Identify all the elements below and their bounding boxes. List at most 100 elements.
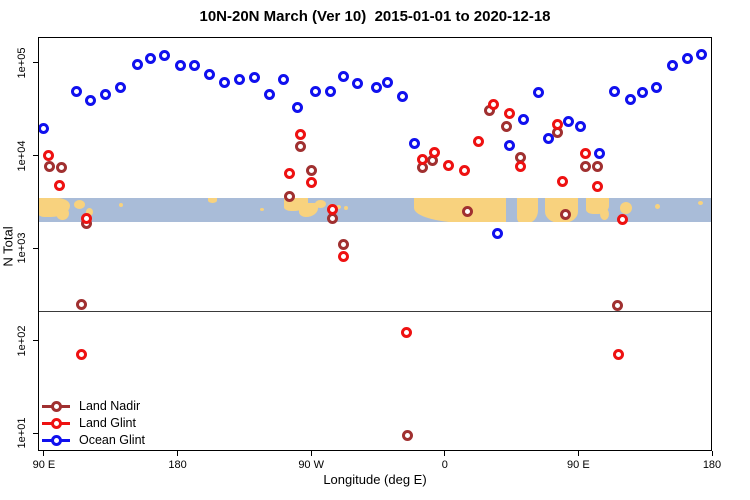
y-tick-mark xyxy=(33,340,38,342)
data-point-ocean-glint xyxy=(324,86,336,98)
data-point-land-glint xyxy=(458,164,470,176)
data-point-ocean-glint xyxy=(100,88,112,100)
map-band-land xyxy=(119,203,123,208)
data-point-ocean-glint xyxy=(115,82,127,94)
data-point-ocean-glint xyxy=(382,77,394,89)
data-point-ocean-glint xyxy=(233,74,245,86)
data-point-ocean-glint xyxy=(218,77,230,89)
data-point-ocean-glint xyxy=(504,140,516,152)
data-point-ocean-glint xyxy=(543,133,555,145)
data-point-ocean-glint xyxy=(338,71,350,83)
data-point-ocean-glint xyxy=(695,48,707,60)
legend-label: Land Glint xyxy=(79,416,136,430)
data-point-land-nadir xyxy=(462,205,474,217)
data-point-land-glint xyxy=(551,118,563,130)
data-point-ocean-glint xyxy=(204,68,216,80)
data-point-ocean-glint xyxy=(667,59,679,71)
data-point-land-nadir xyxy=(306,164,318,176)
data-point-ocean-glint xyxy=(492,228,504,240)
data-point-ocean-glint xyxy=(396,91,408,103)
y-tick-mark xyxy=(33,247,38,249)
data-point-land-glint xyxy=(429,146,441,158)
legend-item-land-nadir: Land Nadir xyxy=(42,398,145,415)
data-point-land-glint xyxy=(295,129,307,141)
x-tick-mark xyxy=(43,451,45,456)
x-axis-title: Longitude (deg E) xyxy=(323,472,427,487)
legend-marker xyxy=(42,418,70,429)
y-tick-label: 1e+02 xyxy=(16,325,28,356)
data-point-ocean-glint xyxy=(608,86,620,98)
data-point-ocean-glint xyxy=(159,49,171,61)
legend-item-land-glint: Land Glint xyxy=(42,415,145,432)
legend: Land Nadir Land Glint Ocean Glint xyxy=(42,398,145,449)
x-tick-mark xyxy=(577,451,579,456)
map-band-land xyxy=(655,204,660,210)
data-point-ocean-glint xyxy=(574,120,586,132)
data-point-ocean-glint xyxy=(175,60,187,72)
data-point-ocean-glint xyxy=(248,72,260,84)
data-point-land-nadir xyxy=(612,299,624,311)
data-point-land-glint xyxy=(557,176,569,188)
x-tick-label: 90 E xyxy=(567,459,590,471)
data-point-land-glint xyxy=(472,136,484,148)
data-point-ocean-glint xyxy=(637,87,649,99)
y-tick-label: 1e+03 xyxy=(16,232,28,264)
map-band-land xyxy=(600,208,609,221)
data-point-land-glint xyxy=(338,251,350,263)
legend-circle-icon xyxy=(51,418,62,429)
data-point-ocean-glint xyxy=(70,86,82,98)
map-band-land xyxy=(517,198,538,223)
data-point-land-nadir xyxy=(44,161,56,173)
data-point-ocean-glint xyxy=(533,87,545,99)
data-point-ocean-glint xyxy=(131,58,143,70)
y-axis-title: N Total xyxy=(0,226,16,267)
map-band-land xyxy=(299,203,318,218)
legend-label: Land Nadir xyxy=(79,399,141,413)
data-point-land-nadir xyxy=(295,141,307,153)
data-point-land-glint xyxy=(617,214,629,226)
data-point-land-nadir xyxy=(559,209,571,221)
x-tick-mark xyxy=(711,451,713,456)
data-point-land-glint xyxy=(613,348,625,360)
x-tick-mark xyxy=(310,451,312,456)
legend-marker xyxy=(42,435,70,446)
x-tick-label: 0 xyxy=(441,459,448,471)
data-point-ocean-glint xyxy=(145,53,157,65)
data-point-land-nadir xyxy=(580,160,592,172)
data-point-land-glint xyxy=(442,159,454,171)
data-point-land-glint xyxy=(592,180,604,192)
data-point-ocean-glint xyxy=(370,82,382,94)
map-band-land xyxy=(86,208,93,217)
data-point-ocean-glint xyxy=(278,73,290,85)
data-point-land-nadir xyxy=(592,161,604,173)
data-point-ocean-glint xyxy=(292,101,304,113)
y-tick-mark xyxy=(33,62,38,64)
legend-item-ocean-glint: Ocean Glint xyxy=(42,432,145,449)
data-point-land-glint xyxy=(76,348,88,360)
map-band-land xyxy=(336,205,341,210)
y-tick-mark xyxy=(33,155,38,156)
data-point-ocean-glint xyxy=(310,86,322,98)
data-point-ocean-glint xyxy=(651,82,663,94)
x-tick-label: 180 xyxy=(168,459,187,471)
map-band-land xyxy=(260,208,264,212)
data-point-land-nadir xyxy=(401,430,413,442)
data-point-land-glint xyxy=(400,327,412,339)
map-band-land xyxy=(414,198,506,223)
map-band-land xyxy=(315,200,326,209)
data-point-ocean-glint xyxy=(517,113,529,125)
data-point-ocean-glint xyxy=(352,78,364,90)
data-point-land-glint xyxy=(283,167,295,179)
x-tick-mark xyxy=(177,451,179,456)
data-point-ocean-glint xyxy=(408,137,420,149)
data-point-land-nadir xyxy=(76,298,88,310)
y-tick-label: 1e+04 xyxy=(16,140,28,171)
x-tick-mark xyxy=(444,451,446,456)
y-tick-label: 1e+01 xyxy=(16,417,28,449)
chart-title: 10N-20N March (Ver 10) 2015-01-01 to 202… xyxy=(199,8,551,25)
threshold-line xyxy=(38,311,712,313)
legend-marker xyxy=(42,401,70,412)
data-point-land-glint xyxy=(54,179,66,191)
data-point-ocean-glint xyxy=(38,122,50,134)
